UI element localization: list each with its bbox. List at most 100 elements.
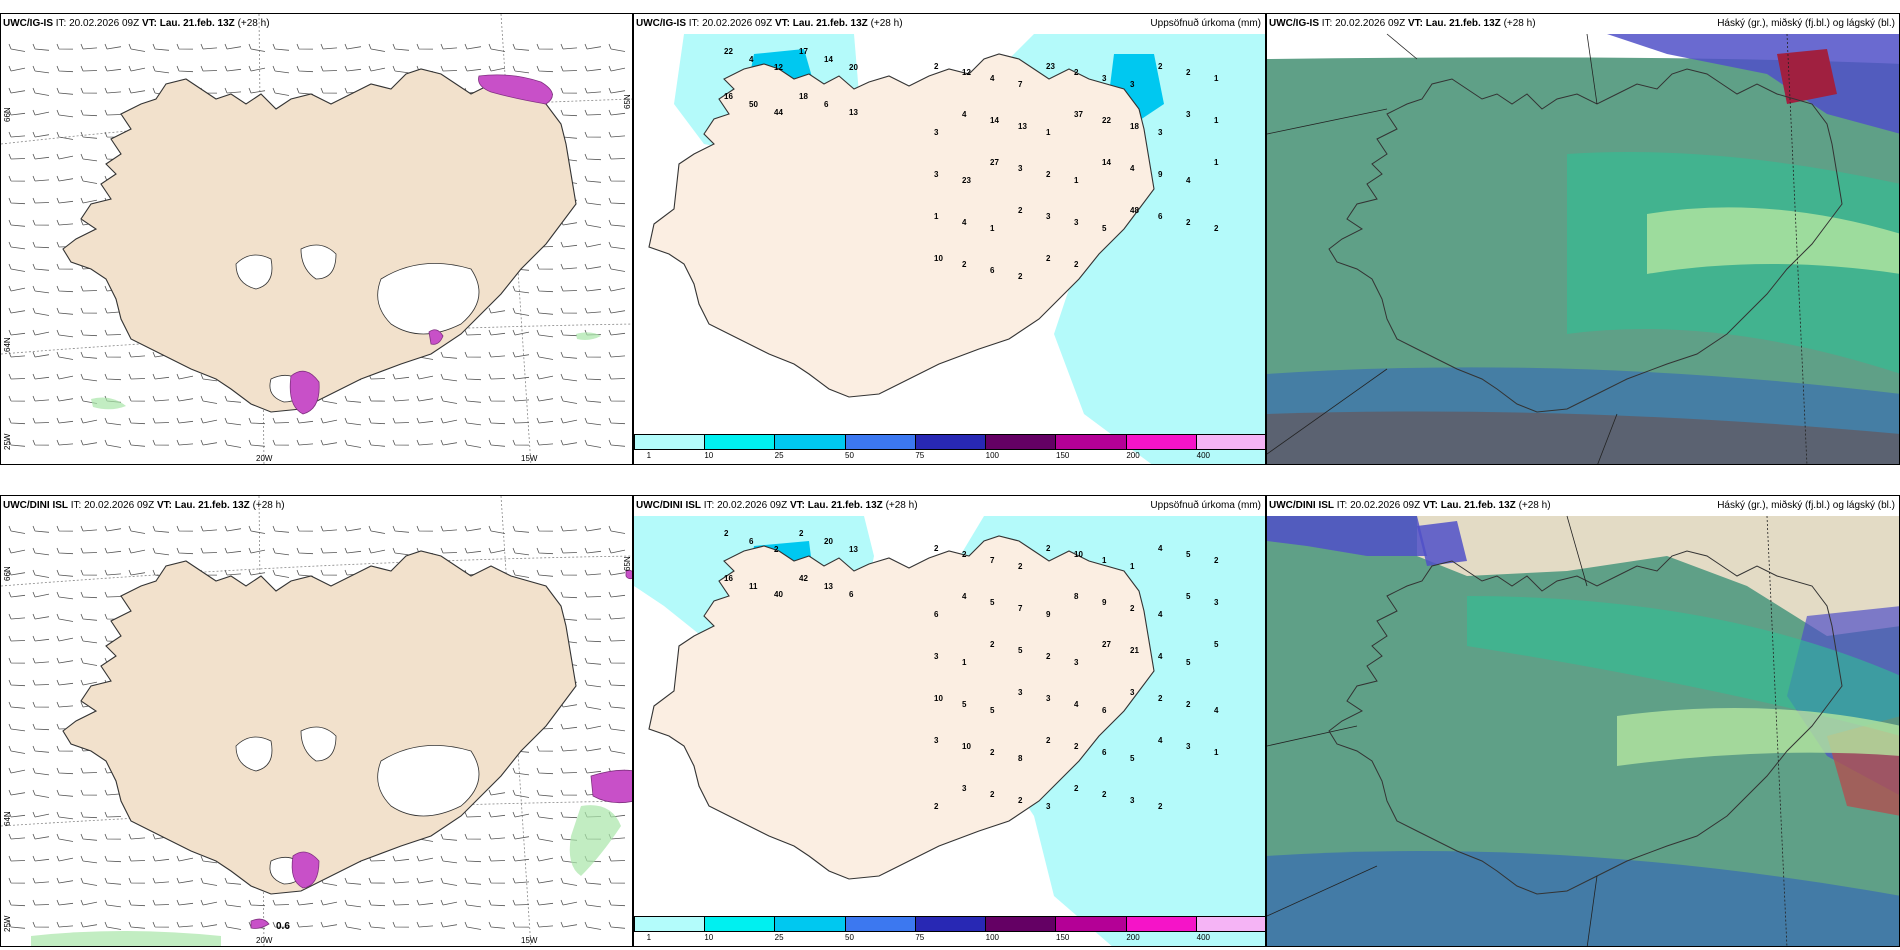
wind-barb — [608, 373, 626, 380]
wind-barb — [152, 855, 170, 862]
precip-value: 18 — [799, 92, 808, 101]
colorbar-label: 10 — [704, 451, 714, 460]
wind-barb — [440, 525, 458, 532]
wind-barb — [608, 723, 626, 732]
wind-barb — [536, 789, 554, 797]
wind-barb — [32, 417, 50, 424]
wind-barb — [248, 65, 266, 72]
precip-value: 16 — [724, 92, 733, 101]
wind-barb — [56, 395, 74, 402]
wind-barb — [584, 307, 602, 314]
wind-barb — [440, 373, 458, 382]
precip-value: 2 — [1018, 796, 1023, 805]
wind-barb — [104, 351, 122, 358]
wind-barb — [8, 789, 26, 796]
wind-barb — [560, 307, 578, 314]
wind-barb — [8, 723, 26, 732]
wind-barb — [488, 351, 506, 358]
wind-barb — [488, 789, 506, 796]
precip-numbers: 2622201316114042136227221011452645798924… — [724, 529, 1219, 811]
precip-value: 7 — [990, 556, 995, 565]
wind-barb — [272, 899, 290, 906]
wind-barb — [32, 87, 50, 96]
wind-barb — [344, 417, 362, 426]
wind-barb — [464, 547, 482, 554]
wind-barb — [224, 899, 242, 908]
colorbar-swatch — [1196, 917, 1265, 931]
wind-barb — [80, 109, 98, 117]
wind-barb — [32, 351, 50, 358]
wind-barb — [368, 43, 386, 52]
wind-barb — [8, 109, 26, 116]
wind-barb — [8, 877, 26, 884]
wind-barb — [152, 417, 170, 424]
wind-barb — [608, 219, 626, 227]
precip-value: 22 — [724, 47, 733, 56]
wind-barb — [56, 767, 74, 775]
valid-time: Lau. 21.feb. 13Z — [174, 500, 250, 511]
wind-barb — [32, 131, 50, 138]
wind-barb — [608, 395, 626, 402]
wind-barb — [608, 65, 626, 72]
precip-value: 4 — [1158, 544, 1163, 553]
wind-barb — [560, 899, 578, 906]
wind-barb — [584, 131, 602, 138]
wind-barb — [296, 569, 314, 577]
wind-barb — [560, 417, 578, 424]
wind-barb — [176, 877, 194, 884]
wind-barb — [416, 921, 434, 928]
precip-value: 5 — [1186, 550, 1191, 559]
wind-barb — [584, 43, 602, 50]
wind-panel-row1: UWC/IG-IS IT: 20.02.2026 09Z VT: Lau. 21… — [0, 13, 633, 465]
wind-barb — [128, 439, 146, 447]
precip-value: 5 — [990, 706, 995, 715]
wind-barb — [32, 899, 50, 906]
wind-barb — [536, 373, 554, 380]
colorbar-labels: 1 10 25 50 75 100 150 200 400 — [634, 451, 1265, 463]
wind-barb — [56, 175, 74, 182]
precip-value: 1 — [1214, 158, 1219, 167]
wind-barb — [584, 767, 602, 774]
wind-barb — [272, 87, 290, 96]
wind-barb — [488, 373, 506, 380]
wind-barb — [560, 767, 578, 774]
wind-barb — [344, 395, 362, 403]
wind-barb — [80, 899, 98, 906]
wind-barb — [608, 307, 626, 314]
precip-value: 17 — [799, 47, 808, 56]
wind-barb — [32, 745, 50, 753]
colorbar-label: 1 — [646, 933, 652, 942]
wind-barb — [8, 263, 26, 272]
wind-barb — [104, 877, 122, 885]
wind-barb — [608, 591, 626, 598]
precip-value: 4 — [1214, 706, 1219, 715]
wind-barb — [224, 87, 242, 94]
wind-barb — [584, 109, 602, 116]
cloud-map — [1267, 515, 1899, 946]
wind-barb — [32, 153, 50, 160]
colorbar — [634, 434, 1265, 450]
precip-value: 22 — [1102, 116, 1111, 125]
wind-barb — [224, 395, 242, 403]
wind-barb — [152, 525, 170, 533]
precip-value: 3 — [1018, 688, 1023, 697]
wind-barb — [32, 263, 50, 271]
wind-barb — [344, 65, 362, 72]
panel-header: UWC/IG-IS IT: 20.02.2026 09Z VT: Lau. 21… — [3, 18, 270, 29]
wind-barb — [104, 569, 122, 576]
wind-barb — [416, 395, 434, 402]
panel-header: UWC/IG-IS IT: 20.02.2026 09Z VT: Lau. 21… — [1269, 18, 1895, 29]
wind-barb — [80, 921, 98, 928]
wind-barb — [56, 351, 74, 360]
wind-barb — [560, 525, 578, 532]
wind-barb — [248, 439, 266, 447]
wind-barb — [32, 635, 50, 642]
wind-barb — [608, 87, 626, 94]
precip-value: 14 — [824, 55, 833, 64]
wind-barb — [392, 921, 410, 928]
wind-barb — [128, 569, 146, 576]
wind-barb — [248, 43, 266, 52]
wind-barb — [296, 525, 314, 532]
wind-value-label: 0.6 — [276, 921, 290, 932]
wind-barb — [200, 855, 218, 864]
